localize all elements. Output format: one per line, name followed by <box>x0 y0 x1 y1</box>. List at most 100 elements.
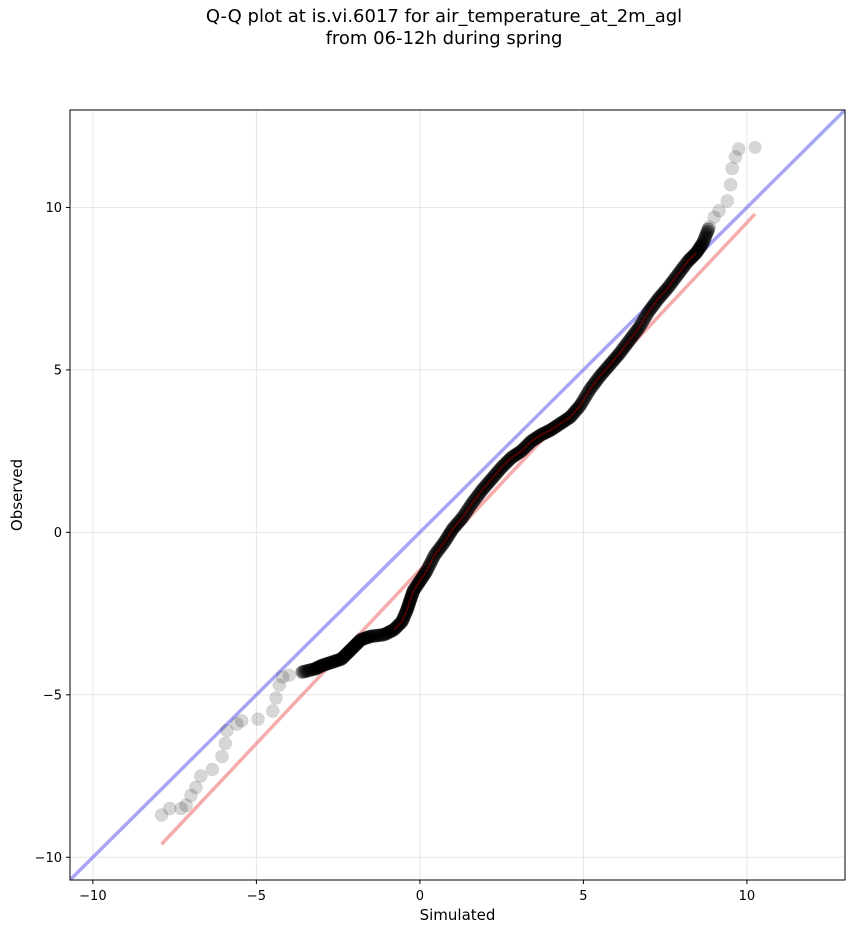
data-point-343 <box>712 203 726 218</box>
data-point-26 <box>308 662 323 676</box>
data-point-19 <box>295 665 309 679</box>
data-point-348 <box>731 142 746 156</box>
y-tick-label-3: 5 <box>54 363 62 378</box>
data-point-68 <box>354 632 368 647</box>
data-point-81 <box>375 628 389 642</box>
data-point-35 <box>317 657 332 672</box>
data-point-41 <box>326 655 340 669</box>
data-point-10 <box>220 723 234 738</box>
data-point-331 <box>693 240 707 255</box>
grid <box>70 110 845 880</box>
data-point-38 <box>322 656 336 671</box>
x-tick-label-1: −5 <box>247 889 266 904</box>
data-point-22 <box>300 663 315 678</box>
data-point-1 <box>162 801 177 816</box>
data-point-73 <box>361 630 375 645</box>
data-point-13 <box>251 712 265 726</box>
data-point-52 <box>339 647 353 662</box>
data-point-79 <box>371 628 386 643</box>
data-point-55 <box>342 644 356 659</box>
data-point-15 <box>269 691 283 705</box>
chart-title-line-2: from 06-12h during spring <box>325 28 563 49</box>
chart-title-line-1: Q-Q plot at is.vi.6017 for air_temperatu… <box>205 6 683 27</box>
chart-title: Q-Q plot at is.vi.6017 for air_temperatu… <box>0 6 854 50</box>
data-point-42 <box>327 654 342 669</box>
data-point-69 <box>355 632 370 646</box>
data-point-12 <box>234 714 249 728</box>
x-tick-label-0: −10 <box>79 889 106 904</box>
data-point-80 <box>373 628 387 642</box>
data-point-71 <box>358 631 373 645</box>
reference-lines <box>70 110 845 880</box>
data-point-61 <box>347 639 362 653</box>
data-point-78 <box>369 628 384 643</box>
data-point-85 <box>381 625 395 640</box>
data-point-5 <box>189 780 203 795</box>
data-point-20 <box>297 664 311 679</box>
data-point-23 <box>302 663 317 678</box>
data-point-67 <box>353 633 367 648</box>
data-point-54 <box>341 645 355 660</box>
data-point-36 <box>319 657 333 671</box>
data-point-9 <box>218 736 233 751</box>
data-point-30 <box>312 660 326 674</box>
data-point-39 <box>323 655 338 670</box>
data-point-74 <box>362 629 377 644</box>
data-point-339 <box>700 224 715 239</box>
data-point-53 <box>340 646 354 661</box>
data-point-43 <box>329 654 343 668</box>
y-tick-label-4: 10 <box>45 201 62 216</box>
data-point-84 <box>379 626 394 641</box>
data-point-76 <box>365 629 380 643</box>
y-tick-label-0: −10 <box>35 851 62 866</box>
data-point-83 <box>378 627 393 641</box>
data-point-344 <box>720 194 735 208</box>
data-point-57 <box>343 642 358 657</box>
data-point-337 <box>698 229 713 244</box>
data-point-51 <box>338 648 352 663</box>
data-point-58 <box>344 642 359 656</box>
data-point-49 <box>336 650 351 665</box>
data-point-27 <box>309 661 323 676</box>
axis-ticks: −10 −5 0 5 10 −10 −5 0 5 10 <box>35 201 756 904</box>
data-point-333 <box>695 237 709 252</box>
data-point-50 <box>337 649 352 664</box>
data-point-0 <box>154 808 169 822</box>
x-tick-label-2: 0 <box>416 889 424 904</box>
data-point-31 <box>313 659 327 674</box>
data-point-332 <box>694 239 708 253</box>
data-point-330 <box>692 241 706 256</box>
data-point-46 <box>333 652 347 667</box>
data-point-341 <box>702 220 717 234</box>
data-point-347 <box>728 150 743 164</box>
data-point-17 <box>275 670 290 684</box>
fit-line <box>160 212 757 846</box>
data-point-45 <box>331 653 346 667</box>
data-point-56 <box>343 643 357 658</box>
data-point-335 <box>696 234 711 248</box>
data-point-7 <box>205 762 220 777</box>
data-point-16 <box>272 678 287 692</box>
data-point-349 <box>748 140 762 154</box>
data-point-47 <box>334 652 349 666</box>
scatter-points <box>154 140 762 822</box>
data-point-60 <box>346 640 361 654</box>
data-point-34 <box>316 658 330 672</box>
data-point-70 <box>357 631 371 646</box>
x-tick-label-3: 5 <box>579 889 587 904</box>
data-point-334 <box>695 236 710 251</box>
data-point-2 <box>174 801 188 816</box>
data-point-44 <box>330 653 345 668</box>
data-point-338 <box>699 227 714 241</box>
data-point-66 <box>352 634 366 649</box>
data-point-24 <box>304 662 319 677</box>
data-point-40 <box>324 655 339 670</box>
x-tick-label-4: 10 <box>739 889 756 904</box>
data-point-342 <box>707 210 721 225</box>
data-point-346 <box>725 161 739 176</box>
data-point-32 <box>314 659 328 673</box>
y-tick-label-1: −5 <box>43 688 62 703</box>
data-point-77 <box>367 629 382 643</box>
data-point-340 <box>701 222 716 237</box>
data-point-21 <box>299 664 313 678</box>
